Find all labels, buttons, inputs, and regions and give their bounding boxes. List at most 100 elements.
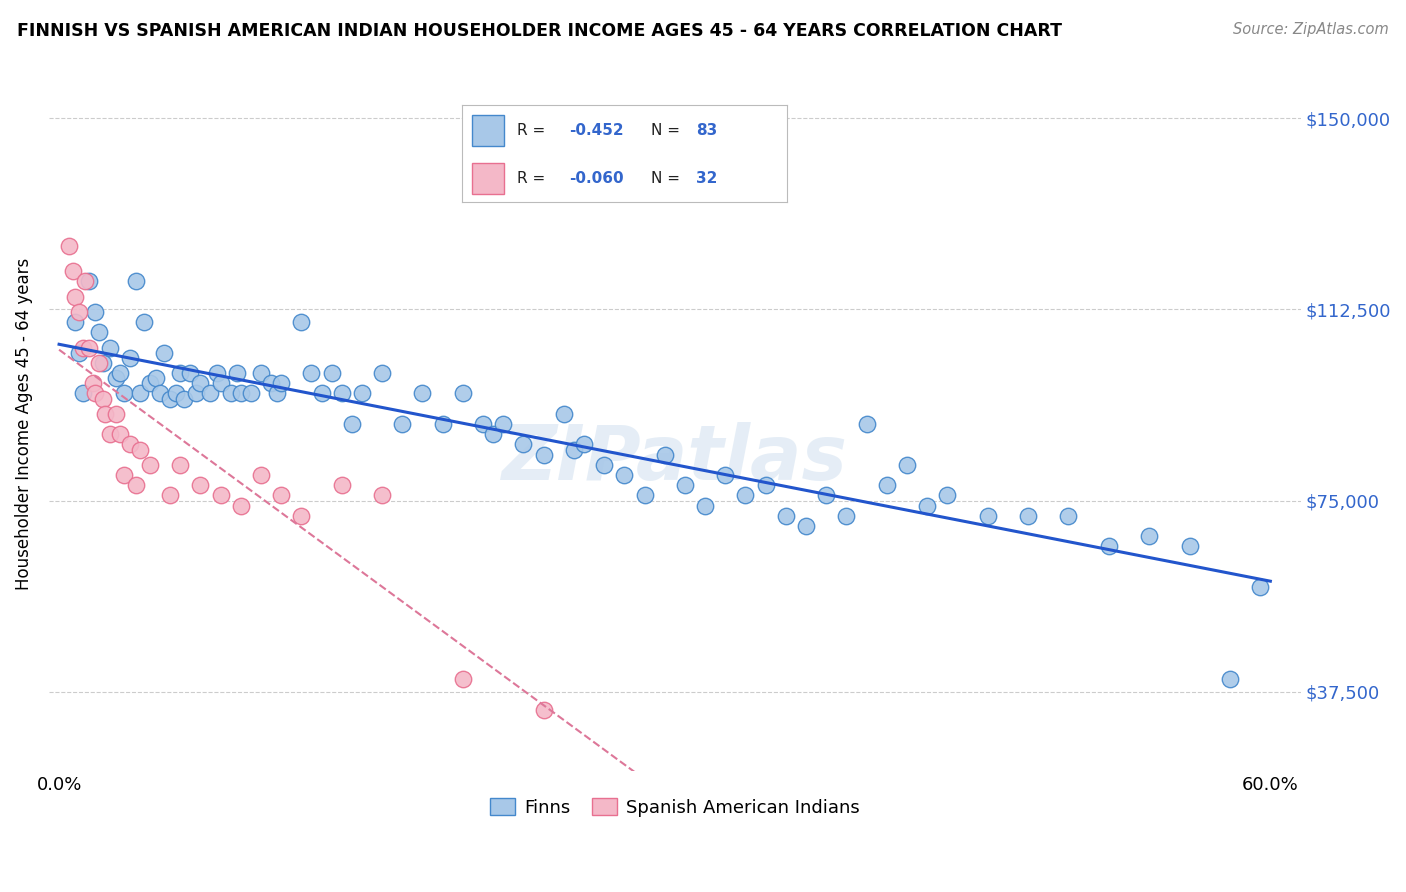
Point	[112, 468, 135, 483]
Point	[1098, 540, 1121, 554]
Point	[734, 488, 756, 502]
Point	[451, 386, 474, 401]
Point	[125, 478, 148, 492]
Point	[270, 488, 292, 502]
Point	[330, 478, 353, 492]
Point	[58, 238, 80, 252]
Point	[1219, 672, 1241, 686]
Point	[613, 468, 636, 483]
Point	[239, 386, 262, 401]
Point	[1249, 580, 1271, 594]
Point	[714, 468, 737, 483]
Point	[169, 458, 191, 472]
Point	[432, 417, 454, 431]
Point	[1178, 540, 1201, 554]
Point	[266, 386, 288, 401]
Point	[876, 478, 898, 492]
Point	[72, 386, 94, 401]
Point	[915, 499, 938, 513]
Point	[350, 386, 373, 401]
Point	[112, 386, 135, 401]
Point	[290, 508, 312, 523]
Point	[794, 519, 817, 533]
Point	[165, 386, 187, 401]
Point	[93, 356, 115, 370]
Point	[340, 417, 363, 431]
Point	[205, 366, 228, 380]
Point	[139, 458, 162, 472]
Point	[371, 366, 394, 380]
Point	[153, 345, 176, 359]
Point	[84, 386, 107, 401]
Point	[633, 488, 655, 502]
Point	[553, 407, 575, 421]
Point	[482, 427, 505, 442]
Point	[84, 305, 107, 319]
Point	[311, 386, 333, 401]
Point	[1057, 508, 1080, 523]
Point	[321, 366, 343, 380]
Point	[593, 458, 616, 472]
Point	[229, 499, 252, 513]
Point	[118, 437, 141, 451]
Point	[936, 488, 959, 502]
Point	[411, 386, 433, 401]
Point	[533, 448, 555, 462]
Point	[75, 274, 97, 288]
Point	[977, 508, 1000, 523]
Point	[815, 488, 838, 502]
Legend: Finns, Spanish American Indians: Finns, Spanish American Indians	[482, 791, 868, 824]
Point	[186, 386, 208, 401]
Point	[72, 341, 94, 355]
Point	[118, 351, 141, 365]
Point	[93, 392, 115, 406]
Point	[89, 326, 111, 340]
Point	[562, 442, 585, 457]
Point	[104, 371, 127, 385]
Text: Source: ZipAtlas.com: Source: ZipAtlas.com	[1233, 22, 1389, 37]
Point	[330, 386, 353, 401]
Point	[673, 478, 696, 492]
Point	[149, 386, 172, 401]
Point	[775, 508, 797, 523]
Point	[98, 427, 121, 442]
Point	[179, 366, 201, 380]
Point	[299, 366, 322, 380]
Point	[290, 315, 312, 329]
Text: FINNISH VS SPANISH AMERICAN INDIAN HOUSEHOLDER INCOME AGES 45 - 64 YEARS CORRELA: FINNISH VS SPANISH AMERICAN INDIAN HOUSE…	[17, 22, 1062, 40]
Point	[159, 392, 181, 406]
Point	[225, 366, 247, 380]
Point	[169, 366, 191, 380]
Point	[79, 341, 101, 355]
Point	[270, 376, 292, 391]
Point	[451, 672, 474, 686]
Point	[128, 386, 150, 401]
Point	[145, 371, 167, 385]
Point	[125, 274, 148, 288]
Point	[1137, 529, 1160, 543]
Point	[533, 702, 555, 716]
Point	[492, 417, 515, 431]
Point	[472, 417, 495, 431]
Point	[896, 458, 918, 472]
Point	[250, 468, 273, 483]
Text: ZIPatlas: ZIPatlas	[502, 422, 848, 496]
Point	[89, 356, 111, 370]
Point	[79, 274, 101, 288]
Point	[654, 448, 676, 462]
Point	[108, 427, 131, 442]
Point	[173, 392, 195, 406]
Point	[572, 437, 595, 451]
Point	[1017, 508, 1039, 523]
Point	[391, 417, 413, 431]
Point	[62, 264, 84, 278]
Point	[159, 488, 181, 502]
Point	[260, 376, 283, 391]
Point	[190, 478, 212, 492]
Point	[190, 376, 212, 391]
Point	[219, 386, 242, 401]
Point	[209, 488, 232, 502]
Point	[371, 488, 394, 502]
Point	[229, 386, 252, 401]
Point	[104, 407, 127, 421]
